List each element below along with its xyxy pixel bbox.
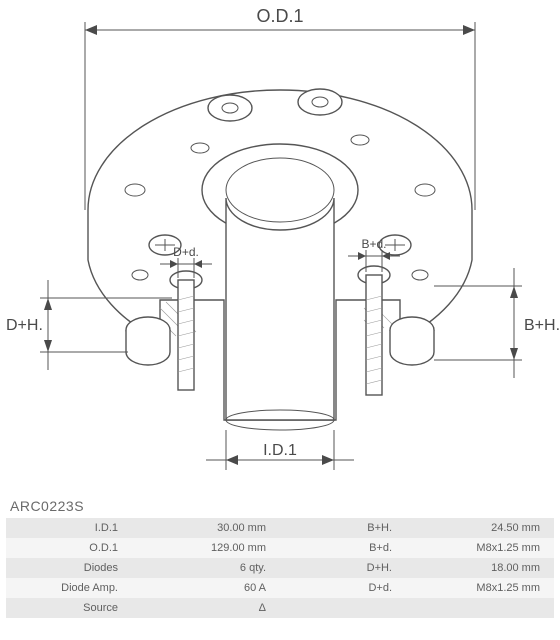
spec-value2: 18.00 mm <box>400 558 554 578</box>
spec-label: Diode Amp. <box>6 578 126 598</box>
dim-dh-label: D+H. <box>6 317 43 334</box>
spec-value2: 24.50 mm <box>400 518 554 538</box>
part-code: ARC0223S <box>10 498 84 514</box>
spec-row: Diodes6 qty.D+H.18.00 mm <box>6 558 554 578</box>
dim-id1-label: I.D.1 <box>263 442 297 459</box>
spec-label2: D+d. <box>280 578 400 598</box>
spec-label: Diodes <box>6 558 126 578</box>
rectifier-body <box>88 89 472 430</box>
spec-table: I.D.130.00 mmB+H.24.50 mmO.D.1129.00 mmB… <box>6 518 554 618</box>
spec-label: I.D.1 <box>6 518 126 538</box>
spec-label2: B+H. <box>280 518 400 538</box>
spec-label2: B+d. <box>280 538 400 558</box>
dim-dd-label: D+d. <box>173 245 199 259</box>
dim-od1-label: O.D.1 <box>256 6 303 26</box>
spec-label: Source <box>6 598 126 618</box>
spec-label2: D+H. <box>280 558 400 578</box>
dim-bd-label: B+d. <box>361 237 386 251</box>
spec-row: SourceΔ <box>6 598 554 618</box>
spec-label: O.D.1 <box>6 538 126 558</box>
part-diagram: O.D.1 <box>0 0 560 490</box>
spec-value2: M8x1.25 mm <box>400 538 554 558</box>
spec-row: O.D.1129.00 mmB+d.M8x1.25 mm <box>6 538 554 558</box>
spec-label2 <box>280 598 400 618</box>
spec-value: 60 A <box>126 578 280 598</box>
spec-row: Diode Amp.60 AD+d.M8x1.25 mm <box>6 578 554 598</box>
spec-value: 30.00 mm <box>126 518 280 538</box>
spec-value: 129.00 mm <box>126 538 280 558</box>
spec-value2: M8x1.25 mm <box>400 578 554 598</box>
spec-value: 6 qty. <box>126 558 280 578</box>
spec-value2 <box>400 598 554 618</box>
spec-value: Δ <box>126 598 280 618</box>
diagram-area: O.D.1 <box>0 0 560 490</box>
dim-id1: I.D.1 <box>206 430 354 470</box>
spec-row: I.D.130.00 mmB+H.24.50 mm <box>6 518 554 538</box>
dim-bh-label: B+H. <box>524 317 560 334</box>
